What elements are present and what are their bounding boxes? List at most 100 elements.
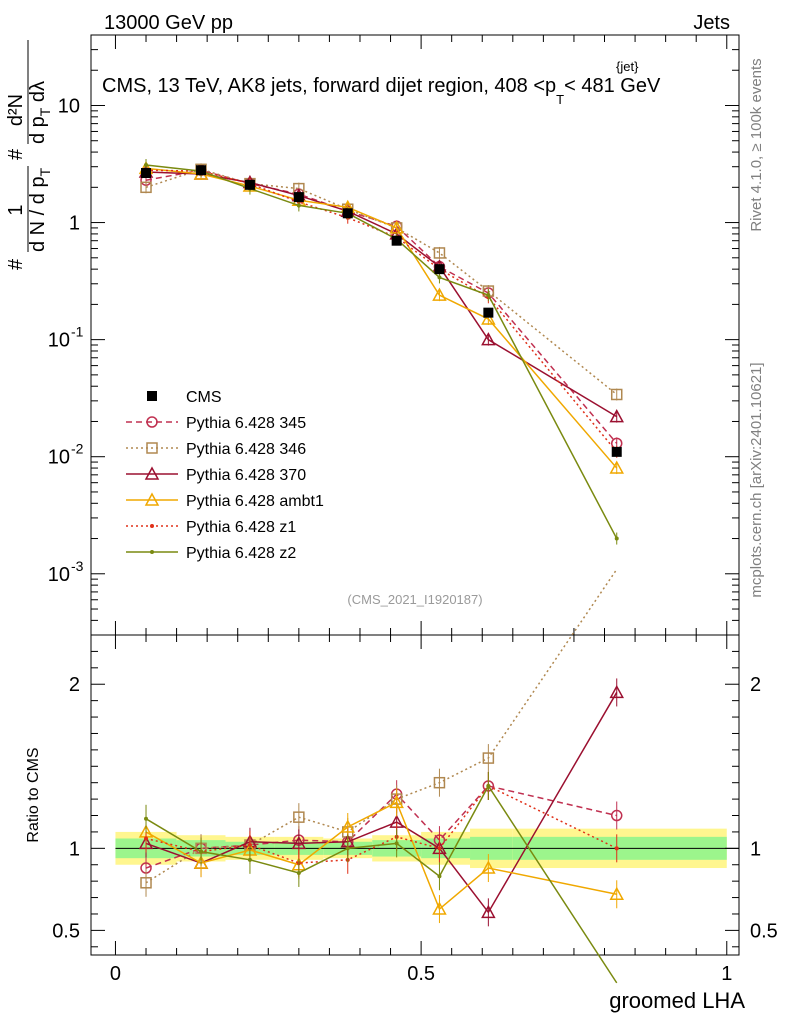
y-tick-base: 10 <box>48 330 70 352</box>
ratio-point <box>199 849 204 854</box>
ratio-point <box>293 811 305 823</box>
header-left-label: 13000 GeV pp <box>104 12 233 34</box>
cms-point <box>483 307 494 318</box>
ratio-point <box>394 841 399 846</box>
ratio-point <box>389 794 404 809</box>
mcplots-label: mcplots.cern.ch [arXiv:2401.10621] <box>748 362 765 597</box>
y-tick-base: 10 <box>58 95 80 117</box>
ratio-point <box>432 901 447 915</box>
legend-label: CMS <box>186 389 222 406</box>
legend-marker <box>150 550 154 554</box>
plot-title-text: CMS, 13 TeV, AK8 jets, forward dijet reg… <box>102 75 661 107</box>
data-point <box>437 275 442 280</box>
ratio-y-tick-label: 1 <box>69 838 80 860</box>
ratio-point <box>614 846 619 851</box>
series-4 <box>144 164 619 458</box>
legend-label: Pythia 6.428 z2 <box>186 545 296 562</box>
data-point <box>433 247 446 259</box>
ratio-point <box>609 684 624 699</box>
cms-point <box>434 264 445 275</box>
y-tick-label: 10 -1 <box>48 324 84 352</box>
legend-entry-cms: CMS <box>147 389 222 406</box>
cms-point <box>391 235 402 246</box>
cms-point <box>611 446 622 457</box>
legend-marker <box>144 466 160 480</box>
y-tick-base: 10 <box>48 564 70 586</box>
data-point <box>614 536 619 541</box>
y-tick-exp: -3 <box>71 558 84 574</box>
cms-point <box>244 179 255 190</box>
y-tick-label: 10 <box>58 95 80 117</box>
data-point <box>481 311 496 325</box>
ratio-y-tick-label-right: 0.5 <box>750 920 778 942</box>
data-point <box>140 181 152 194</box>
cms-data <box>141 165 622 457</box>
plot-title: CMS, 13 TeV, AK8 jets, forward dijet reg… <box>102 59 661 107</box>
ratio-y-axis-label: Ratio to CMS <box>25 747 42 842</box>
ratio-series-2 <box>138 678 624 927</box>
x-tick-label: 0.5 <box>407 963 435 985</box>
y-label-frac1-den: d N / d pT <box>27 167 53 252</box>
y-tick-base: 10 <box>48 447 70 469</box>
legend-label: Pythia 6.428 z1 <box>186 519 296 536</box>
ratio-point <box>481 860 496 874</box>
y-label-frac2-num: d²N <box>5 94 27 126</box>
y-label-frac1-num: 1 <box>5 204 27 215</box>
legend-label: Pythia 6.428 345 <box>186 415 306 432</box>
ratio-point <box>609 886 624 901</box>
header-right-label: Jets <box>693 12 730 34</box>
ratio-point <box>345 846 350 851</box>
ratio-point <box>193 855 209 869</box>
y-tick-label: 1 <box>69 213 80 235</box>
legend-label: Pythia 6.428 346 <box>186 441 306 458</box>
data-point <box>296 203 301 208</box>
legend-marker <box>146 416 158 428</box>
plot-frames <box>90 34 740 956</box>
legend-entry: Pythia 6.428 z1 <box>126 519 296 536</box>
analysis-watermark: (CMS_2021_I1920187) <box>347 592 482 607</box>
ratio-error-bands <box>115 828 739 869</box>
plot-title-superscript: {jet} <box>616 59 639 74</box>
series-layer <box>138 159 624 984</box>
ratio-point <box>610 809 623 822</box>
legend-entry: Pythia 6.428 346 <box>126 441 306 458</box>
ratio-y-tick-label: 0.5 <box>52 920 80 942</box>
data-point <box>481 332 496 346</box>
ratio-point <box>482 752 495 764</box>
ratio-point <box>481 904 496 919</box>
y-tick-label: 10 -2 <box>48 441 84 469</box>
y-tick-exp: -2 <box>71 441 84 457</box>
series-5 <box>144 159 619 545</box>
cms-point <box>342 208 353 219</box>
ratio-y-tick-label-right: 1 <box>750 838 761 860</box>
legend-marker <box>144 492 160 506</box>
legend-entry: Pythia 6.428 370 <box>126 466 306 484</box>
legend-entry: Pythia 6.428 z2 <box>126 545 296 562</box>
data-point <box>609 409 624 423</box>
cms-point <box>196 165 207 176</box>
y-tick-exp: -1 <box>71 324 84 340</box>
x-tick-label: 0 <box>110 963 121 985</box>
cms-point <box>293 192 304 203</box>
ratio-series-line <box>145 784 618 984</box>
legend: CMS Pythia 6.428 345 Pythia 6.428 346 Pythi… <box>126 389 324 562</box>
data-point <box>610 388 623 401</box>
ratio-point <box>144 836 149 841</box>
ratio-point <box>437 846 442 851</box>
ratio-point <box>291 835 307 850</box>
x-axis-label: groomed LHA <box>609 988 745 1013</box>
y-label-hash: # <box>5 148 27 160</box>
x-tick-label: 1 <box>721 963 732 985</box>
ratio-point <box>433 776 446 789</box>
data-point <box>144 163 149 168</box>
series-line <box>145 171 618 418</box>
legend-label: Pythia 6.428 370 <box>186 467 306 484</box>
ratio-point <box>296 870 301 875</box>
y-label-frac2-den: d pT dλ <box>27 81 53 144</box>
y-label-hash: # <box>5 258 27 270</box>
legend-entry: Pythia 6.428 ambt1 <box>126 492 324 510</box>
legend-marker <box>146 442 158 454</box>
labels: groomed LHA Ratio to CMS (CMS_2021_I192018… <box>5 40 765 1013</box>
legend-marker <box>150 524 154 528</box>
